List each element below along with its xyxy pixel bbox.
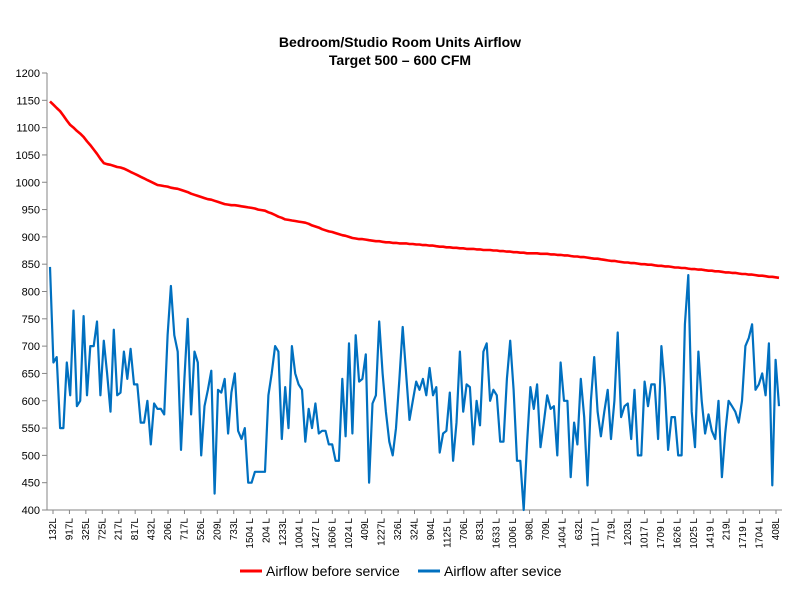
chart-subtitle: Target 500 – 600 CFM — [329, 52, 471, 68]
x-tick-label: 1025 L — [689, 518, 700, 549]
x-tick-label: 1024 L — [344, 518, 355, 549]
x-axis: 132L 917L 325L 725L 217L 817L 432L 206L 717L 526L… — [47, 509, 782, 549]
x-tick-label: 526L — [196, 518, 207, 541]
series-line-after-service — [48, 266, 781, 512]
y-tick-label: 500 — [22, 450, 40, 462]
x-tick-label: 1427 L — [311, 518, 322, 549]
series-line-before-service — [49, 100, 780, 280]
x-tick-label: 817L — [130, 518, 141, 541]
y-tick-label: 750 — [22, 314, 40, 326]
x-tick-label: 717L — [179, 518, 190, 541]
x-tick-label: 1233L — [278, 518, 289, 546]
x-tick-label: 1404 L — [557, 518, 568, 549]
x-tick-label: 632L — [574, 518, 585, 541]
x-tick-label: 1719 L — [738, 518, 749, 549]
y-tick-label: 600 — [22, 396, 40, 408]
x-tick-label: 917L — [64, 518, 75, 541]
x-tick-label: 908L — [525, 518, 536, 541]
x-tick-label: 206L — [163, 518, 174, 541]
x-tick-label: 1203L — [623, 518, 634, 546]
x-tick-label: 409L — [360, 518, 371, 541]
x-tick-label: 209L — [212, 518, 223, 541]
x-tick-label: 1633 L — [492, 518, 503, 549]
x-tick-label: 904L — [426, 518, 437, 541]
x-tick-label: 326L — [393, 518, 404, 541]
legend-item-after-service-label: Airflow after sevice — [444, 563, 562, 579]
x-tick-label: 219L — [722, 518, 733, 541]
y-tick-label: 1200 — [16, 68, 40, 80]
x-tick-label: 1006 L — [508, 518, 519, 549]
x-tick-label: 1125 L — [442, 518, 453, 548]
y-tick-label: 650 — [22, 368, 40, 380]
x-tick-label: 204 L — [262, 518, 273, 543]
y-tick-label: 900 — [22, 232, 40, 244]
x-tick-label: 1117 L — [590, 518, 601, 548]
x-tick-label: 725L — [97, 518, 108, 541]
x-tick-label: 325L — [81, 518, 92, 541]
legend-item-before-service-label: Airflow before service — [266, 563, 400, 579]
x-tick-label: 132L — [48, 518, 59, 541]
y-tick-label: 550 — [22, 423, 40, 435]
x-tick-label: 1017 L — [640, 518, 651, 549]
x-tick-label: 408L — [771, 518, 782, 541]
x-tick-label: 833L — [475, 518, 486, 541]
x-tick-label: 706L — [459, 518, 470, 541]
x-tick-label: 324L — [410, 518, 421, 541]
x-tick-label: 1704 L — [755, 518, 766, 549]
x-tick-label: 1504 L — [245, 518, 256, 549]
y-tick-label: 400 — [22, 505, 40, 517]
x-tick-label: 217L — [114, 518, 125, 541]
chart-title: Bedroom/Studio Room Units Airflow — [279, 34, 521, 50]
y-tick-label: 1100 — [16, 123, 40, 135]
x-tick-label: 1709 L — [656, 518, 667, 549]
x-tick-label: 1004 L — [294, 518, 305, 549]
x-tick-label: 1227L — [377, 518, 388, 546]
series-lines — [48, 100, 781, 512]
y-tick-label: 950 — [22, 205, 40, 217]
y-tick-label: 1000 — [16, 177, 40, 189]
x-tick-label: 1606 L — [327, 518, 338, 549]
y-axis: 400 450 500 550 600 650 700 750 800 850 900 950 1000… — [16, 68, 48, 517]
x-tick-label: 432L — [147, 518, 158, 541]
y-tick-label: 450 — [22, 478, 40, 490]
y-tick-label: 1150 — [16, 95, 40, 107]
x-tick-label: 709L — [541, 518, 552, 541]
y-tick-label: 800 — [22, 287, 40, 299]
x-tick-label: 719L — [607, 518, 618, 541]
x-tick-label: 1419 L — [705, 518, 716, 549]
legend: Airflow before service Airflow after sevi… — [240, 563, 562, 579]
x-tick-label: 733L — [229, 518, 240, 541]
y-tick-label: 850 — [22, 259, 40, 271]
y-tick-label: 1050 — [16, 150, 40, 162]
y-tick-label: 700 — [22, 341, 40, 353]
x-tick-label: 1626 L — [672, 518, 683, 549]
